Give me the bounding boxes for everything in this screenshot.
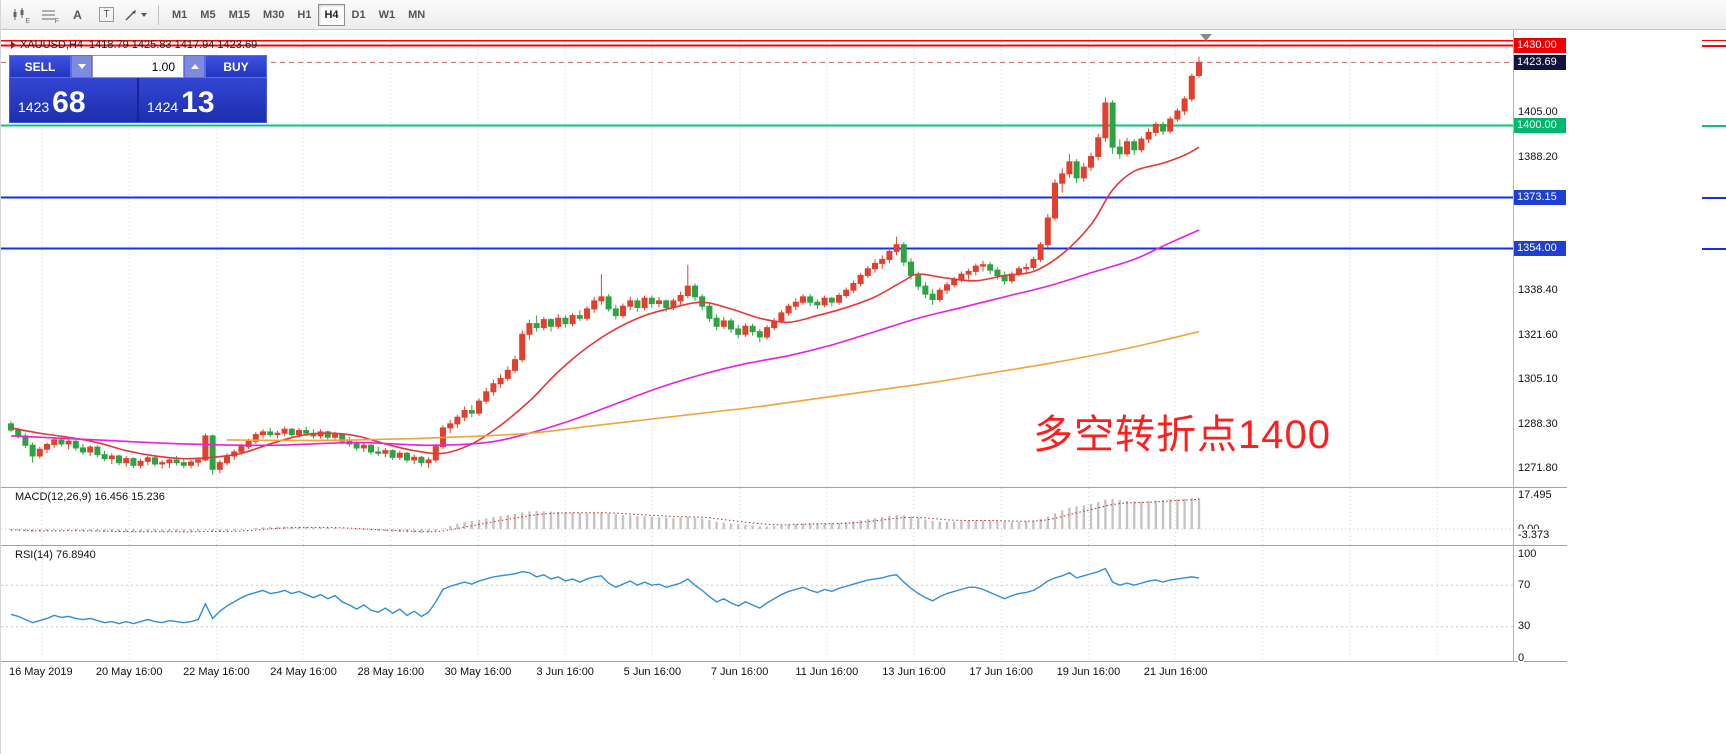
level-line-stub: [1702, 124, 1726, 127]
time-label: 22 May 16:00: [183, 666, 250, 678]
annotation-tool-label: A: [73, 7, 82, 22]
tab-timeframe-m30[interactable]: M30: [257, 4, 290, 26]
quote-divider: [137, 78, 139, 122]
price-tick: 1321.60: [1518, 328, 1558, 341]
time-label: 21 Jun 16:00: [1143, 666, 1208, 678]
tab-timeframe-d1[interactable]: D1: [346, 4, 372, 26]
ask-price[interactable]: 1424 13: [139, 78, 266, 122]
rsi-indicator-label: RSI(14) 76.8940: [15, 549, 96, 561]
macd-panel-canvas[interactable]: [1, 488, 1513, 545]
trade-panel-controls: SELL 1.00 BUY: [9, 55, 267, 78]
price-level-badge[interactable]: 1400.00: [1514, 118, 1566, 134]
rsi-axis-tick: 30: [1518, 620, 1531, 634]
level-line-stub: [1702, 247, 1726, 250]
price-tick: 1388.20: [1518, 150, 1558, 163]
level-line-stub: [1702, 44, 1726, 47]
indicator-window-button[interactable]: F: [35, 3, 62, 27]
volume-up-button[interactable]: [184, 55, 205, 78]
line-tool-button[interactable]: [122, 3, 149, 27]
price-tick: 1271.80: [1518, 462, 1558, 475]
tab-timeframe-w1[interactable]: W1: [373, 4, 402, 26]
price-tick: 1288.30: [1518, 417, 1558, 430]
chart-title: XAUUSD,H4 1418.79 1425.83 1417.94 1423.6…: [11, 39, 257, 51]
one-click-trading-panel: SELL 1.00 BUY 1423 68 1424 13: [9, 55, 267, 123]
toolbar: E F A T M1 M5 M15 M30 H1 H4 D1 W1 MN: [1, 0, 1726, 30]
indicator-window-label: F: [54, 17, 59, 25]
chart-window-button[interactable]: E: [6, 3, 33, 27]
tab-timeframe-h1[interactable]: H1: [291, 4, 317, 26]
price-tick: 1405.00: [1518, 105, 1558, 118]
level-line-stub: [1702, 196, 1726, 199]
annotation-tool-button[interactable]: A: [64, 3, 91, 27]
time-label: 3 Jun 16:00: [536, 666, 594, 678]
trendline-icon: [125, 9, 136, 20]
caret-up-icon: [190, 64, 199, 69]
level-line-stub: [1702, 39, 1726, 42]
time-label: 20 May 16:00: [95, 666, 163, 678]
indicator-list-icon: [41, 10, 55, 19]
ohlc-values: 1418.79 1425.83 1417.94 1423.69: [88, 39, 258, 51]
rsi-axis-tick: 0: [1518, 651, 1525, 665]
text-tool-label: T: [99, 7, 114, 22]
toolbar-separator: [158, 4, 159, 25]
macd-indicator-label: MACD(12,26,9) 16.456 15.236: [15, 491, 165, 503]
volume-input[interactable]: 1.00: [92, 55, 184, 78]
sell-button[interactable]: SELL: [9, 55, 71, 78]
timeframe-group: M1 M5 M15 M30 H1 H4 D1 W1 MN: [166, 3, 432, 26]
time-label: 13 Jun 16:00: [882, 666, 946, 678]
ask-fraction: 13: [181, 86, 215, 119]
buy-button[interactable]: BUY: [205, 55, 267, 78]
tab-timeframe-mn[interactable]: MN: [402, 4, 431, 26]
symbol-label: XAUUSD,H4: [20, 39, 83, 51]
price-tick: 1338.40: [1518, 283, 1558, 296]
symbol-marker-icon: [11, 41, 16, 49]
candlestick-chart-icon: [13, 7, 23, 20]
volume-down-button[interactable]: [71, 55, 92, 78]
main-chart-canvas[interactable]: [1, 38, 1513, 487]
macd-axis-tick: 17.495: [1518, 489, 1552, 503]
price-level-badge[interactable]: 1354.00: [1514, 241, 1566, 257]
price-axis-border[interactable]: [1513, 30, 1514, 661]
bid-fraction: 68: [52, 86, 86, 119]
chart-region: XAUUSD,H4 1418.79 1425.83 1417.94 1423.6…: [1, 30, 1726, 754]
ask-main: 1424: [147, 99, 179, 115]
time-label: 16 May 2019: [9, 666, 73, 678]
chart-window-label: E: [25, 17, 30, 25]
trade-panel-quotes: 1423 68 1424 13: [9, 78, 267, 123]
price-level-badge[interactable]: 1430.00: [1514, 38, 1566, 53]
current-price-badge: 1423.69: [1514, 54, 1566, 70]
bid-main: 1423: [18, 99, 50, 115]
tab-timeframe-m1[interactable]: M1: [166, 4, 193, 26]
time-label: 5 Jun 16:00: [623, 666, 682, 678]
time-label: 11 Jun 16:00: [795, 666, 859, 678]
time-label: 7 Jun 16:00: [710, 666, 769, 678]
panel-separator[interactable]: [1, 545, 1567, 546]
tab-timeframe-h4[interactable]: H4: [318, 3, 345, 26]
bid-price[interactable]: 1423 68: [10, 78, 137, 122]
time-label: 19 Jun 16:00: [1056, 666, 1121, 678]
tab-timeframe-m15[interactable]: M15: [223, 4, 256, 26]
panel-separator[interactable]: [1, 487, 1567, 488]
price-tick: 1305.10: [1518, 372, 1558, 385]
time-label: 30 May 16:00: [444, 666, 512, 678]
text-tool-button[interactable]: T: [93, 3, 120, 27]
chart-shift-marker[interactable]: [1200, 34, 1212, 41]
rsi-panel-canvas[interactable]: [1, 546, 1513, 661]
chart-annotation-text: 多空转折点1400: [1033, 413, 1331, 457]
macd-axis-tick: -3.373: [1518, 528, 1550, 542]
rsi-axis-tick: 100: [1518, 547, 1537, 561]
time-label: 28 May 16:00: [357, 666, 425, 678]
time-label: 17 Jun 16:00: [969, 666, 1033, 678]
caret-down-icon: [141, 12, 147, 17]
panel-separator: [1, 661, 1567, 662]
tab-timeframe-m5[interactable]: M5: [194, 4, 221, 26]
caret-down-icon: [77, 64, 86, 69]
price-level-badge[interactable]: 1373.15: [1514, 190, 1566, 206]
rsi-axis-tick: 70: [1518, 578, 1531, 592]
time-label: 24 May 16:00: [270, 666, 337, 678]
